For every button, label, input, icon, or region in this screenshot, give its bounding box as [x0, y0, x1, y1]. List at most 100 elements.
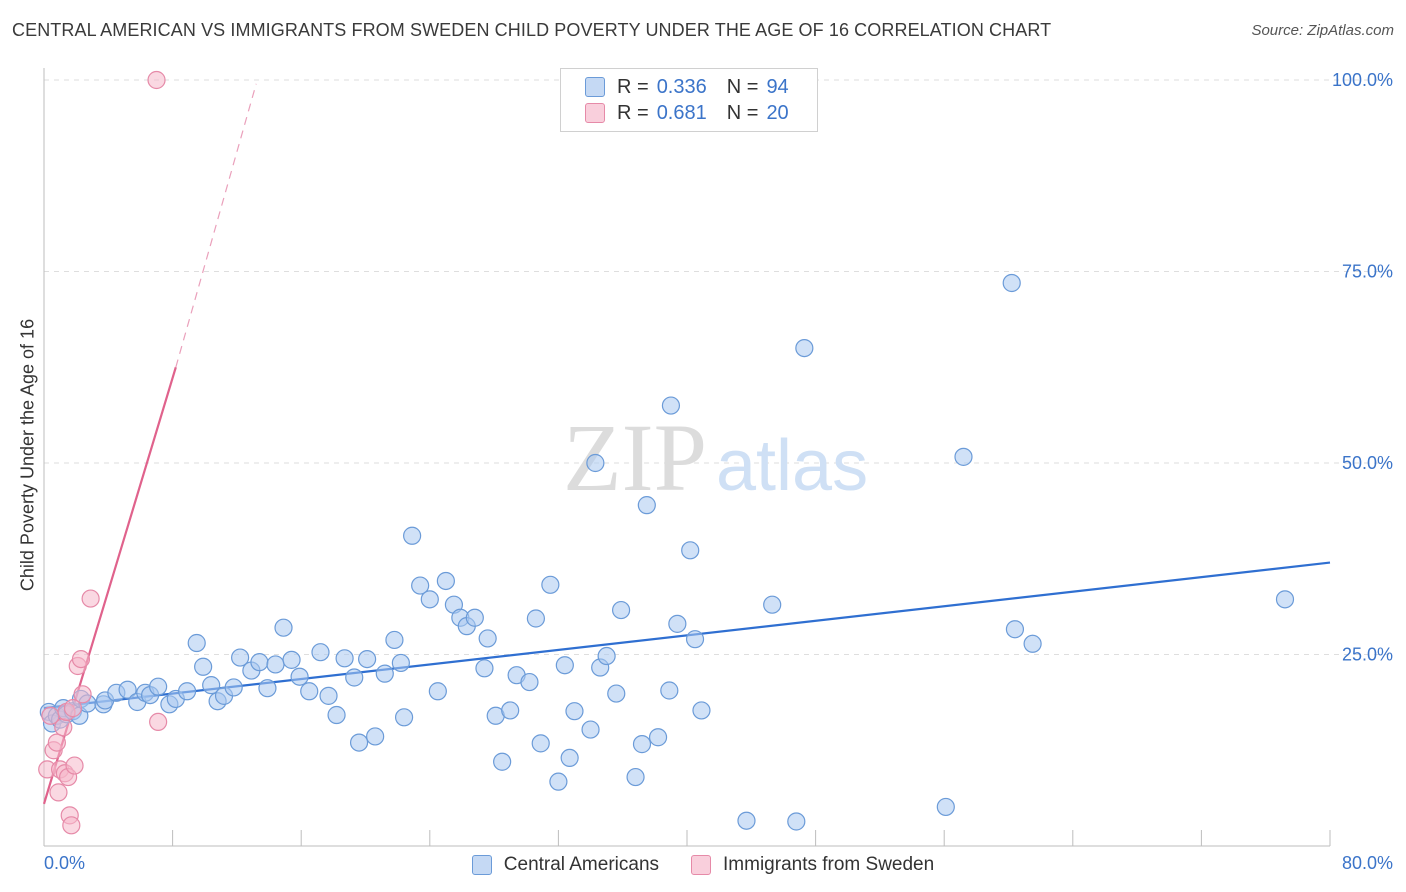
data-point-central-americans	[149, 677, 168, 696]
y-tick-label: 50.0%	[1342, 453, 1393, 473]
data-point-central-americans	[345, 668, 364, 687]
data-point-central-americans	[526, 609, 545, 628]
data-point-central-americans	[661, 396, 681, 415]
data-point-central-americans	[597, 646, 616, 666]
data-point-central-americans	[795, 339, 814, 358]
data-point-immigrants-from-sweden	[65, 756, 84, 775]
legend-row-central-americans: R = 0.336 N = 94	[585, 74, 789, 100]
data-point-central-americans	[250, 653, 269, 672]
data-point-central-americans	[366, 727, 385, 746]
legend-label: Immigrants from Sweden	[723, 854, 935, 875]
data-point-central-americans	[385, 630, 404, 650]
data-point-immigrants-from-sweden	[47, 733, 66, 752]
data-point-central-americans	[177, 682, 197, 701]
legend-item-central-americans[interactable]: Central Americans	[471, 854, 659, 876]
data-point-central-americans	[1023, 634, 1042, 653]
data-point-central-americans	[428, 682, 447, 701]
data-point-central-americans	[681, 541, 700, 560]
data-point-central-americans	[668, 614, 687, 633]
source-attribution: Source: ZipAtlas.com	[1251, 22, 1394, 39]
data-point-central-americans	[1002, 273, 1021, 293]
legend-r-label: R =	[617, 101, 649, 124]
legend-n-label: N =	[726, 75, 759, 98]
data-point-immigrants-from-sweden	[71, 649, 91, 669]
series-legend: Central Americans Immigrants from Sweden	[0, 852, 1406, 878]
data-point-central-americans	[660, 681, 679, 700]
legend-swatch-blue	[585, 77, 605, 97]
trend-line-extension	[175, 83, 257, 368]
data-point-central-americans	[394, 708, 414, 727]
data-point-central-americans	[787, 812, 806, 831]
data-point-central-americans	[493, 752, 512, 771]
data-point-central-americans	[403, 526, 422, 545]
data-point-immigrants-from-sweden	[149, 712, 168, 732]
data-point-immigrants-from-sweden	[81, 589, 100, 608]
data-point-central-americans	[607, 684, 626, 703]
data-point-central-americans	[194, 657, 213, 676]
data-point-central-americans	[391, 653, 410, 673]
data-point-central-americans	[954, 447, 973, 466]
legend-row-immigrants-from-sweden: R = 0.681 N = 20	[585, 100, 789, 126]
data-point-central-americans	[520, 672, 539, 692]
data-point-central-americans	[685, 630, 705, 649]
legend-r-label: R =	[617, 75, 649, 98]
data-point-central-americans	[626, 767, 645, 787]
data-point-central-americans	[555, 656, 574, 675]
tick-labels: 25.0% 50.0% 75.0% 100.0% 0.0% 80.0%	[44, 70, 1393, 873]
data-point-central-americans	[300, 682, 319, 701]
data-point-central-americans	[358, 649, 377, 669]
data-point-central-americans	[581, 720, 600, 739]
data-point-central-americans	[375, 664, 394, 683]
data-point-immigrants-from-sweden	[63, 699, 83, 718]
data-point-immigrants-from-sweden	[73, 685, 92, 704]
data-point-central-americans	[648, 728, 668, 747]
legend-n-label: N =	[726, 101, 759, 124]
watermark: ZIP atlas	[563, 404, 868, 511]
y-tick-label: 25.0%	[1342, 645, 1393, 665]
watermark-zip: ZIP	[563, 404, 707, 511]
watermark-atlas: atlas	[716, 426, 868, 506]
legend-r-value: 0.336	[656, 75, 707, 98]
legend-swatch-blue	[471, 855, 492, 875]
legend-n-value: 20	[766, 101, 789, 124]
data-point-immigrants-from-sweden	[62, 816, 81, 835]
legend-item-immigrants-from-sweden[interactable]: Immigrants from Sweden	[691, 854, 934, 876]
legend-swatch-pink	[585, 103, 605, 123]
data-point-central-americans	[475, 659, 494, 678]
data-point-central-americans	[1005, 620, 1025, 639]
data-point-central-americans	[231, 648, 250, 667]
data-point-immigrants-from-sweden	[49, 783, 68, 802]
data-point-central-americans	[737, 811, 756, 830]
data-point-central-americans	[692, 701, 711, 720]
points-immigrants-from-sweden	[38, 70, 168, 835]
y-tick-label: 75.0%	[1342, 262, 1393, 282]
data-point-immigrants-from-sweden	[147, 70, 166, 90]
data-point-central-americans	[611, 600, 631, 620]
correlation-legend: R = 0.336 N = 94 R = 0.681 N = 20	[560, 68, 818, 132]
data-point-central-americans	[586, 453, 605, 473]
data-point-central-americans	[420, 590, 439, 609]
data-point-central-americans	[224, 678, 243, 697]
data-point-central-americans	[763, 595, 782, 614]
data-point-central-americans	[266, 655, 285, 674]
data-point-central-americans	[282, 650, 301, 669]
data-point-central-americans	[311, 643, 330, 662]
data-point-central-americans	[560, 748, 579, 768]
legend-r-value: 0.681	[656, 101, 707, 124]
data-point-central-americans	[632, 735, 652, 754]
legend-swatch-pink	[691, 855, 712, 875]
data-point-central-americans	[501, 701, 520, 720]
data-point-central-americans	[290, 667, 309, 686]
data-point-central-americans	[1275, 590, 1295, 609]
data-point-central-americans	[327, 705, 346, 725]
data-point-central-americans	[411, 576, 430, 595]
data-point-central-americans	[478, 629, 497, 648]
data-point-central-americans	[465, 608, 484, 627]
data-point-central-americans	[531, 734, 550, 753]
y-tick-label: 100.0%	[1332, 70, 1393, 90]
data-point-central-americans	[565, 702, 584, 721]
data-point-central-americans	[335, 649, 354, 668]
data-point-central-americans	[202, 676, 221, 695]
data-point-central-americans	[187, 633, 206, 653]
data-point-central-americans	[118, 680, 137, 699]
